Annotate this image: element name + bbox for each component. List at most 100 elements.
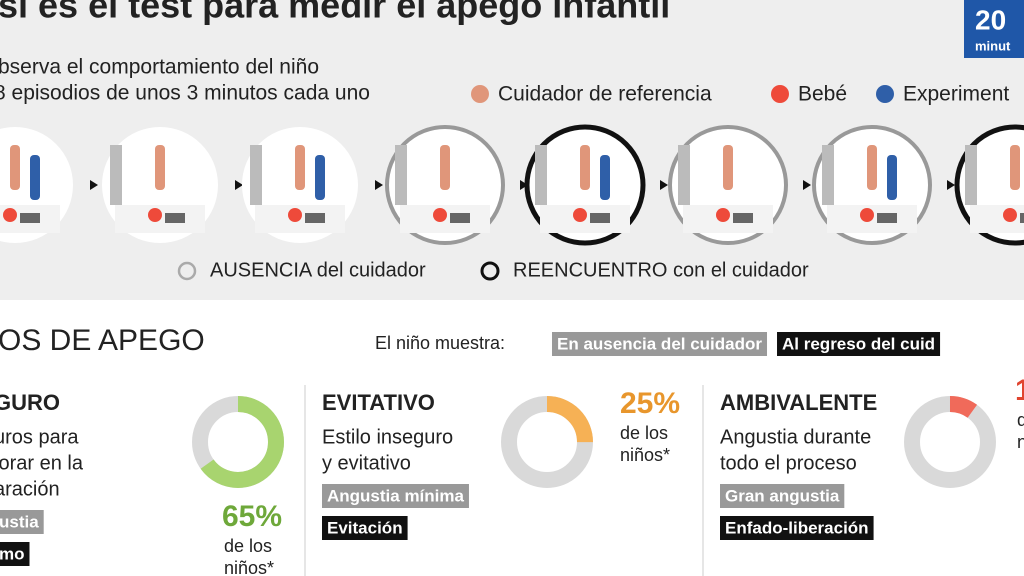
donut-slice [192, 396, 284, 488]
arrow [520, 180, 528, 190]
badge-bg [552, 332, 768, 356]
type-desc: uros para [0, 426, 79, 448]
reencuentro-icon [480, 261, 500, 281]
toys [1020, 213, 1024, 223]
baby [860, 208, 874, 222]
baby [148, 208, 162, 222]
type-desc: lorar en la [0, 452, 84, 474]
donut-label: 25% [620, 387, 680, 420]
badge-text: Evitación [327, 518, 403, 537]
toys [165, 213, 185, 223]
legend-dot [771, 85, 789, 103]
legend-dot [876, 85, 894, 103]
figure [155, 145, 165, 190]
badge: Evitación [322, 516, 408, 540]
ausencia-icon [177, 261, 197, 281]
type-name: AMBIVALENTE [720, 390, 877, 415]
donut-slice [904, 396, 996, 488]
wall [250, 145, 262, 205]
toys [305, 213, 325, 223]
badge: mo [0, 542, 30, 566]
figure [887, 155, 897, 200]
baby [433, 208, 447, 222]
wall [822, 145, 834, 205]
badge: En ausencia del cuidador [552, 332, 768, 356]
figure [867, 145, 877, 190]
logo-number: 20 [975, 4, 1006, 35]
figure [30, 155, 40, 200]
type-name: GURO [0, 390, 60, 415]
badge-text: Gran angustia [725, 486, 840, 505]
wall [678, 145, 690, 205]
arrow [235, 180, 243, 190]
badge: ustia [0, 510, 44, 534]
figure [580, 145, 590, 190]
legend-label: Bebé [798, 83, 847, 106]
badge-bg [0, 510, 44, 534]
toys [877, 213, 897, 223]
type-desc: todo el proceso [720, 452, 857, 474]
toys [20, 213, 40, 223]
arrow [90, 180, 98, 190]
arrow [947, 180, 955, 190]
donut-note: de los [224, 536, 272, 556]
logo-text: minut [975, 38, 1011, 53]
figure [600, 155, 610, 200]
episode-legend: AUSENCIA del cuidador [210, 259, 426, 281]
intro-line: 8 episodios de unos 3 minutos cada uno [0, 82, 370, 105]
baby [716, 208, 730, 222]
badge-bg [322, 484, 469, 508]
donut-label: 65% [222, 500, 282, 533]
badge-bg [720, 516, 874, 540]
legend-label: Cuidador de referencia [498, 83, 712, 106]
arrow [803, 180, 811, 190]
wall [535, 145, 547, 205]
type-desc: aración [0, 478, 60, 500]
donut-note: niños* [224, 558, 274, 576]
badge-text: Enfado-liberación [725, 518, 869, 537]
episode-legend: REENCUENTRO con el cuidador [513, 259, 809, 281]
wall [395, 145, 407, 205]
badge-text: mo [0, 544, 25, 563]
logo [964, 0, 1024, 58]
badge: Al regreso del cuid [777, 332, 941, 356]
badge-text: ustia [0, 512, 39, 531]
toys [450, 213, 470, 223]
legend-label: Experiment [903, 83, 1009, 106]
type-desc: Estilo inseguro [322, 426, 453, 448]
baby [573, 208, 587, 222]
figure [315, 155, 325, 200]
section-title: OS DE APEGO [0, 324, 205, 357]
arrow [660, 180, 668, 190]
episodes [0, 124, 1024, 246]
badge-bg [720, 484, 845, 508]
figure [10, 145, 20, 190]
intro-line: bserva el comportamiento del niño [0, 56, 319, 79]
arrow [375, 180, 383, 190]
badge-text: Angustia mínima [327, 486, 465, 505]
toys [590, 213, 610, 223]
badge-text: Al regreso del cuid [782, 334, 935, 353]
donut-slice [501, 396, 593, 488]
shows-label: El niño muestra: [375, 333, 505, 353]
title: sí es el test para medir el apego infant… [0, 0, 670, 26]
baby [288, 208, 302, 222]
type-desc: Angustia durante [720, 426, 871, 448]
donut-note: niños* [1017, 432, 1024, 452]
donut-note: de los [620, 423, 668, 443]
figure [440, 145, 450, 190]
donut-note: de los [1017, 410, 1024, 430]
badge-bg [322, 516, 408, 540]
badge: Angustia mínima [322, 484, 469, 508]
type-name: EVITATIVO [322, 390, 435, 415]
floor [970, 205, 1024, 233]
badge-bg [0, 542, 30, 566]
badge: Gran angustia [720, 484, 845, 508]
badge-text: En ausencia del cuidador [557, 334, 762, 353]
donut-note: niños* [620, 445, 670, 465]
baby [3, 208, 17, 222]
wall [965, 145, 977, 205]
toys [733, 213, 753, 223]
legend-dot [471, 85, 489, 103]
wall [110, 145, 122, 205]
